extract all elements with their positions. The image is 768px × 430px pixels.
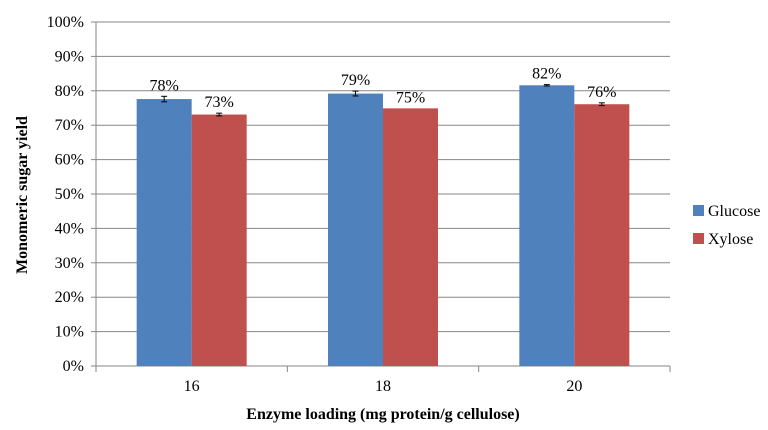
legend-swatch-glucose [693,205,704,216]
y-axis-title: Monomeric sugar yield [14,116,31,274]
bar-glucose-18 [328,93,383,366]
y-tick-label: 60% [55,152,84,169]
y-tick-label: 10% [55,324,84,341]
bar-xylose-16 [191,114,247,366]
bar-xylose-18 [383,108,438,367]
y-tick-label: 100% [47,14,84,31]
y-tick-label: 50% [55,186,84,203]
data-label: 78% [150,77,179,94]
data-label: 75% [396,89,425,106]
data-label: 79% [341,72,370,89]
legend-swatch-xylose [693,233,704,244]
bar-glucose-16 [136,99,192,366]
bar-xylose-20 [574,104,630,366]
bar-glucose-20 [519,85,575,367]
x-tick-label: 20 [566,378,582,395]
labels: 0% 10% 20% 30% 40% 50% 60% 70% 80% 90% 100% 78% 73% 1… [47,14,617,395]
y-tick-label: 90% [55,48,84,65]
data-label: 82% [532,66,561,83]
legend: Glucose Xylose [693,203,760,248]
legend-label-glucose: Glucose [708,203,760,220]
x-axis-title: Enzyme loading (mg protein/g cellulose) [246,406,519,423]
y-tick-label: 0% [63,358,84,375]
y-tick-label: 20% [55,289,84,306]
bars [136,84,630,367]
data-label: 76% [587,84,616,101]
legend-label-xylose: Xylose [708,231,753,248]
y-tick-label: 80% [55,83,84,100]
x-tick-label: 18 [375,378,391,395]
data-label: 73% [205,94,234,111]
y-tick-label: 40% [55,220,84,237]
y-tick-label: 30% [55,255,84,272]
x-tick-label: 16 [184,378,200,395]
y-tick-label: 70% [55,117,84,134]
